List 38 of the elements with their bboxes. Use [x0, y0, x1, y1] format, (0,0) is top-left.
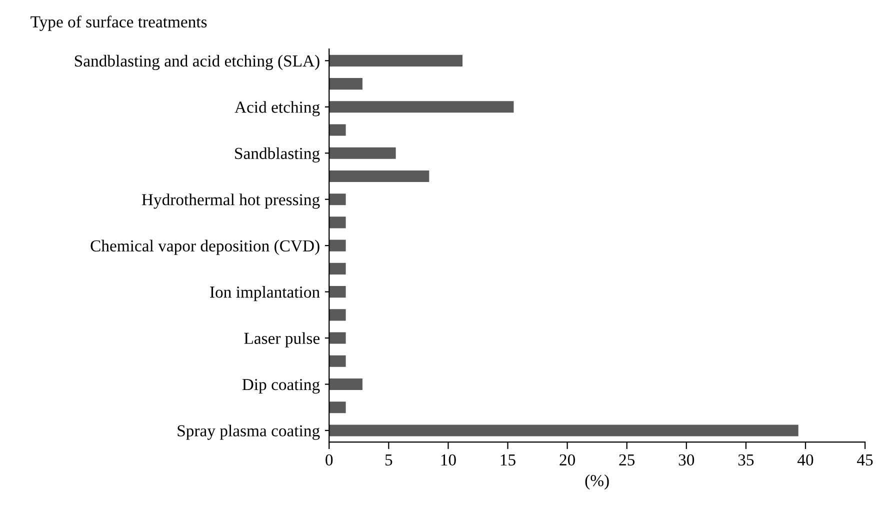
bar: [329, 54, 463, 66]
bar: [329, 424, 798, 436]
y-tick-label: Spray plasma coating: [178, 424, 320, 440]
y-tick-label: Sandblasting: [235, 147, 320, 162]
y-tick-label: Dip coating: [242, 378, 320, 394]
y-tick-label: Acid etching: [234, 101, 320, 116]
y-tick-label: Ion implantation: [210, 286, 320, 302]
y-tick-label: Sandblasting and acid etching (SLA): [74, 54, 320, 70]
x-tick-label: 25: [619, 454, 635, 466]
y-tick-label: Chemical vapor deposition (CVD): [90, 240, 320, 255]
bar: [329, 378, 362, 390]
bar: [329, 170, 430, 182]
bar: [329, 286, 346, 298]
bar: [329, 240, 346, 252]
bar: [329, 194, 346, 206]
bar: [329, 124, 346, 136]
bar: [329, 402, 346, 414]
y-tick-label: Hydrothermal hot pressing: [142, 194, 320, 209]
x-tick-label: 35: [738, 454, 754, 466]
bar: [329, 78, 362, 90]
x-tick-label: 20: [560, 454, 576, 466]
bar: [329, 147, 396, 159]
bar: [329, 101, 514, 113]
x-tick-label: 10: [441, 454, 456, 466]
bar: [329, 309, 346, 321]
bar: [329, 332, 346, 344]
bar: [329, 355, 346, 367]
x-tick-label: 15: [500, 454, 516, 466]
x-axis-title: (%): [585, 474, 609, 490]
x-tick-label: 30: [678, 454, 694, 466]
bar: [329, 216, 346, 228]
x-tick-label: 40: [797, 454, 814, 466]
x-tick-label: 45: [857, 454, 873, 466]
y-tick-label: Laser pulse: [244, 332, 320, 348]
y-axis-title: Type of surface treatments: [30, 16, 207, 31]
bar: [329, 262, 346, 274]
x-tick-label: 0: [326, 454, 333, 466]
x-tick-label: 5: [385, 454, 392, 466]
